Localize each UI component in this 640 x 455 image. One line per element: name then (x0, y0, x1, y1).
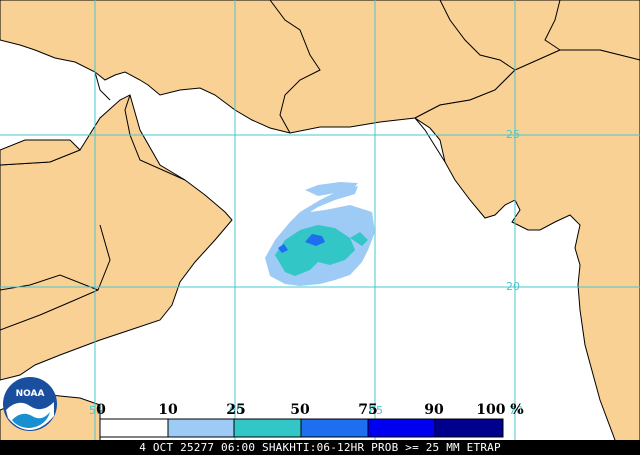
legend-label-50: 50 (290, 402, 310, 418)
prob-10-25-upper-band (305, 182, 358, 196)
legend-bin-50-75 (300, 418, 369, 438)
legend-label-25: 25 (226, 402, 246, 418)
grid-label-lat-25: 25 (506, 128, 520, 141)
precipitation-probability-field (265, 182, 375, 286)
grid-label-lon-70: 70 (509, 404, 523, 417)
grid-label-lat-20: 20 (506, 280, 520, 293)
graticule (0, 0, 640, 440)
legend-bin-90-100 (434, 418, 504, 438)
grid-label-lon-55: 55 (89, 404, 103, 417)
legend-colorbar (99, 418, 504, 438)
political-borders (0, 0, 561, 331)
prob-25-50-area (275, 225, 355, 276)
legend-label-75: 75 (358, 402, 378, 418)
land-india (414, 49, 640, 455)
legend-label-90: 90 (424, 402, 444, 418)
legend-bin-25-50 (233, 418, 302, 438)
map-caption-footer: 4 OCT 25277 06:00 SHAKHTI:06-12HR PROB >… (0, 440, 640, 455)
grid-label-lon-60: 60 (229, 404, 243, 417)
legend-label-0: 0 (96, 402, 106, 418)
land-qatar (0, 139, 81, 166)
legend-bin-75-90 (367, 418, 436, 438)
prob-25-50-east (350, 232, 368, 246)
legend-bin-0-10 (99, 418, 169, 438)
noaa-logo-text: NOAA (16, 389, 45, 399)
land-arabian-peninsula (0, 94, 233, 381)
noaa-logo-icon: NOAA (3, 377, 57, 431)
grid-label-lon-65: 65 (369, 404, 383, 417)
prob-50-75-area (305, 234, 325, 246)
legend-bin-10-25 (167, 418, 235, 438)
legend-label-100: 100 % (476, 402, 524, 418)
legend-label-10: 10 (158, 402, 178, 418)
prob-50-75-west (278, 244, 288, 253)
